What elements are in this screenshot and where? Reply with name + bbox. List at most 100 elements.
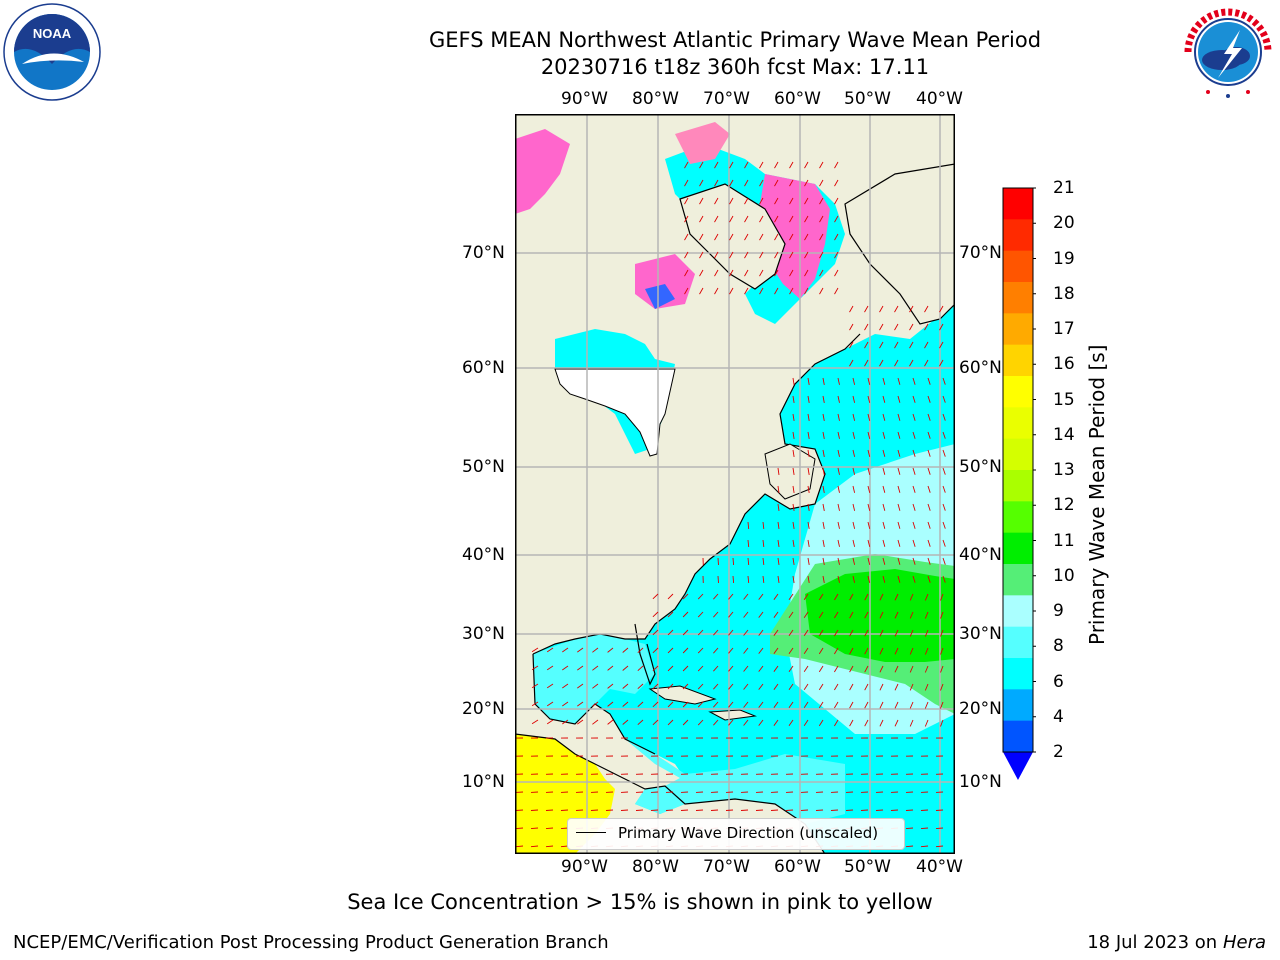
wave-arrow	[759, 251, 764, 259]
colorbar-bin	[1003, 689, 1033, 722]
wave-arrow	[852, 395, 856, 403]
wave-arrow	[897, 413, 901, 421]
colorbar-bin	[1003, 658, 1033, 690]
wave-arrow	[852, 503, 856, 511]
wave-arrow	[774, 233, 779, 241]
lon-label-top: 60°W	[774, 89, 821, 109]
wave-arrow	[743, 611, 749, 618]
wave-arrow	[759, 197, 764, 205]
wave-arrow	[728, 701, 734, 708]
wave-arrow	[577, 719, 584, 725]
wave-arrow	[837, 395, 840, 403]
wave-arrow	[834, 629, 839, 637]
wave-arrow	[773, 629, 779, 636]
wave-arrow	[531, 701, 539, 707]
wave-arrow	[845, 809, 854, 811]
wave-arrow	[864, 611, 869, 619]
credit-text: NCEP/EMC/Verification Post Processing Pr…	[13, 932, 609, 953]
wave-arrow	[788, 593, 794, 601]
wave-arrow	[822, 557, 825, 565]
lon-label-bottom: 40°W	[916, 857, 963, 877]
wave-arrow	[560, 809, 569, 811]
wave-arrow	[545, 845, 554, 848]
wave-arrow	[770, 809, 779, 811]
wave-arrow	[531, 647, 539, 653]
wave-arrow	[807, 449, 810, 457]
wave-arrow	[807, 557, 810, 565]
wave-arrow	[713, 647, 719, 654]
wave-arrow	[924, 341, 929, 349]
wave-arrow	[740, 809, 749, 811]
wave-arrow	[897, 431, 901, 439]
lon-label-bottom: 70°W	[703, 857, 750, 877]
wave-arrow	[729, 179, 734, 187]
wave-arrow	[773, 611, 779, 618]
wave-arrow	[515, 809, 524, 811]
wave-arrow	[894, 611, 899, 619]
wave-arrow	[759, 161, 764, 169]
wave-arrow	[714, 161, 719, 169]
wave-arrow	[849, 323, 854, 331]
wave-arrow	[864, 665, 869, 673]
coastline-florida	[634, 623, 656, 686]
wave-arrow	[852, 575, 856, 583]
lat-label-right: 60°N	[959, 358, 1002, 378]
wave-arrow	[834, 665, 839, 673]
wave-arrow	[545, 827, 554, 830]
wave-arrow	[728, 665, 734, 672]
wave-arrow	[818, 719, 824, 727]
wave-arrow	[909, 323, 914, 331]
wave-arrow	[927, 377, 931, 385]
wave-arrow	[774, 287, 779, 295]
coastline-north-america	[532, 333, 861, 655]
wave-arrow	[927, 395, 931, 403]
wave-arrow	[773, 665, 779, 672]
wave-arrow	[607, 719, 614, 725]
wave-arrow	[920, 827, 929, 830]
wave-arrow	[879, 323, 884, 331]
wave-arrow	[773, 719, 779, 726]
wave-arrow	[729, 197, 734, 205]
wave-arrow	[940, 665, 944, 673]
wave-arrow	[774, 269, 779, 277]
wave-arrow	[834, 611, 839, 619]
wave-arrow	[792, 467, 795, 475]
wave-arrow	[905, 845, 914, 848]
wave-arrow	[909, 593, 914, 601]
wave-arrow	[879, 665, 884, 673]
wave-arrow	[531, 665, 539, 671]
wave-arrow	[897, 485, 901, 493]
wave-arrow	[864, 305, 869, 313]
colorbar-tick-label: 18	[1053, 283, 1075, 304]
wave-arrow	[864, 341, 869, 349]
wave-arrow	[822, 467, 825, 475]
wave-arrow	[852, 485, 856, 493]
wave-arrow	[807, 575, 810, 583]
colorbar-bin	[1003, 438, 1033, 471]
wave-arrow	[744, 233, 749, 241]
wave-arrow	[894, 323, 899, 331]
wave-direction-arrows	[515, 161, 946, 848]
wave-arrow	[774, 179, 779, 187]
wave-arrow	[759, 287, 764, 295]
wave-arrow	[942, 377, 946, 385]
colorbar-tick-label: 10	[1053, 565, 1075, 586]
wave-arrow	[939, 305, 944, 313]
wave-arrow	[834, 251, 839, 259]
wave-arrow	[837, 557, 840, 565]
wave-arrow	[792, 449, 795, 457]
wave-arrow	[743, 593, 749, 600]
wave-arrow	[758, 647, 764, 654]
wave-arrow	[652, 701, 659, 708]
wave-arrow	[897, 503, 901, 511]
wave-arrow	[788, 719, 794, 727]
wave-arrow	[927, 431, 931, 439]
wave-arrow	[637, 719, 644, 726]
wave-arrow	[942, 557, 946, 565]
wave-arrow	[867, 557, 871, 565]
wave-arrow	[879, 305, 884, 313]
wave-arrow	[879, 341, 884, 349]
wave-arrow	[837, 431, 840, 439]
wave-arrow	[882, 449, 886, 457]
wave-arrow	[924, 323, 929, 331]
